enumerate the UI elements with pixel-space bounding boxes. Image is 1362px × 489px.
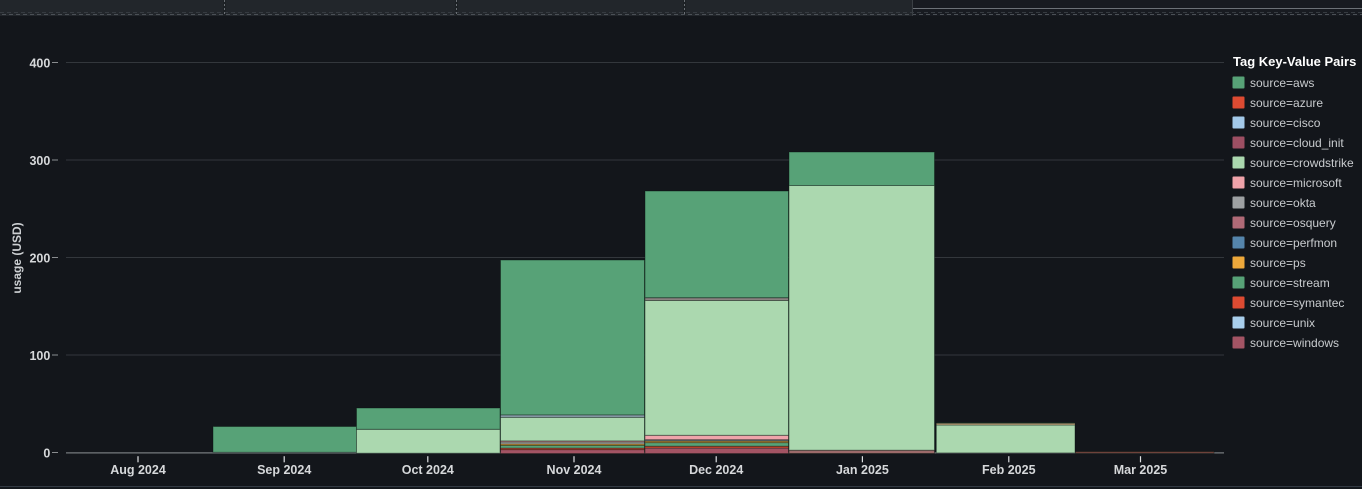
svg-text:source=crowdstrike: source=crowdstrike (1250, 156, 1354, 170)
svg-text:400: 400 (29, 57, 50, 71)
svg-text:Tag Key-Value Pairs: Tag Key-Value Pairs (1233, 54, 1356, 69)
svg-text:300: 300 (29, 154, 50, 168)
svg-text:source=windows: source=windows (1250, 336, 1339, 350)
svg-text:Feb 2025: Feb 2025 (982, 463, 1036, 477)
svg-text:Dec 2024: Dec 2024 (689, 463, 743, 477)
svg-text:source=ps: source=ps (1250, 256, 1306, 270)
svg-text:Nov 2024: Nov 2024 (547, 463, 602, 477)
svg-text:100: 100 (29, 349, 50, 363)
svg-text:Aug 2024: Aug 2024 (110, 463, 166, 477)
svg-text:source=perfmon: source=perfmon (1250, 236, 1337, 250)
svg-text:source=stream: source=stream (1250, 276, 1330, 290)
svg-text:Mar 2025: Mar 2025 (1114, 463, 1168, 477)
svg-text:source=okta: source=okta (1250, 196, 1316, 210)
svg-text:source=azure: source=azure (1250, 96, 1323, 110)
svg-text:Oct 2024: Oct 2024 (402, 463, 454, 477)
svg-text:source=unix: source=unix (1250, 316, 1315, 330)
svg-text:source=aws: source=aws (1250, 76, 1314, 90)
svg-text:source=cloud_init: source=cloud_init (1250, 136, 1344, 150)
svg-text:source=symantec: source=symantec (1250, 296, 1344, 310)
svg-text:Sep 2024: Sep 2024 (257, 463, 311, 477)
svg-text:200: 200 (29, 252, 50, 266)
svg-text:usage (USD): usage (USD) (10, 222, 24, 293)
svg-text:source=osquery: source=osquery (1250, 216, 1336, 230)
svg-text:source=cisco: source=cisco (1250, 116, 1321, 130)
svg-text:Jan 2025: Jan 2025 (836, 463, 889, 477)
svg-text:source=microsoft: source=microsoft (1250, 176, 1342, 190)
svg-text:0: 0 (43, 447, 50, 461)
